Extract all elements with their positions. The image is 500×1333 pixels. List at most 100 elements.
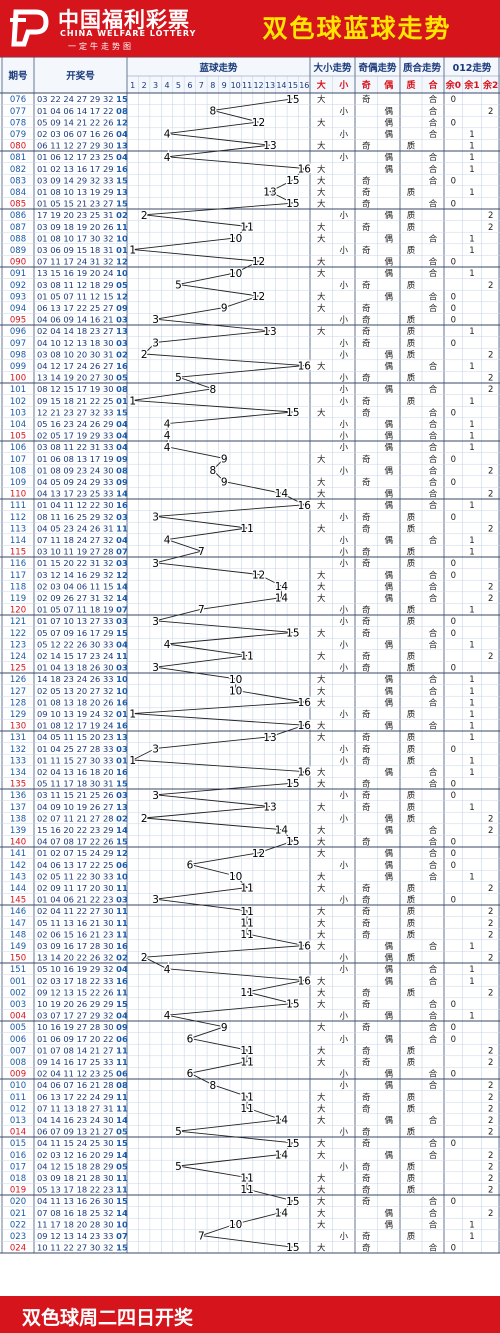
prime-mark: 合 xyxy=(429,593,438,604)
draw-numbers-cell: 03 12 14 16 29 32 12 xyxy=(37,570,128,580)
parity-mark: 奇 xyxy=(362,802,371,813)
blue-ball-marker: 15 xyxy=(286,778,299,790)
mod3-mark: 0 xyxy=(451,1023,456,1033)
size-mark: 小 xyxy=(339,315,348,326)
draw-numbers-cell: 02 04 11 12 23 25 06 xyxy=(37,1069,128,1079)
blue-ball-marker: 15 xyxy=(286,627,299,639)
blue-ball: 14 xyxy=(116,581,128,591)
draw-numbers-cell: 02 05 13 20 27 32 10 xyxy=(37,686,128,696)
size-mark: 大 xyxy=(317,593,326,604)
blue-ball: 04 xyxy=(116,419,128,429)
blue-ball-marker: 10 xyxy=(229,268,242,280)
red-balls: 01 04 13 18 26 30 xyxy=(37,663,116,673)
draw-numbers-cell: 02 03 12 16 20 29 14 xyxy=(37,1150,128,1160)
period-cell: 124 xyxy=(10,652,26,662)
mod3-mark: 2 xyxy=(488,1186,493,1196)
prime-mark: 合 xyxy=(429,164,438,175)
draw-numbers-cell: 04 06 09 14 16 21 03 xyxy=(37,315,128,325)
parity-mark: 偶 xyxy=(384,953,393,964)
parity-mark: 偶 xyxy=(384,419,393,430)
blue-ball: 11 xyxy=(116,1173,128,1183)
parity-mark: 偶 xyxy=(384,489,393,500)
blue-ball-marker: 11 xyxy=(240,1173,253,1185)
parity-mark: 奇 xyxy=(362,477,371,488)
period-cell: 004 xyxy=(10,1012,26,1022)
mod3-mark: 1 xyxy=(469,872,474,882)
mod3-mark: 0 xyxy=(451,292,456,302)
red-balls: 04 13 17 23 25 33 xyxy=(37,489,116,499)
red-balls: 06 11 12 27 29 30 xyxy=(37,141,116,151)
red-balls: 12 21 23 27 32 33 xyxy=(37,407,116,417)
draw-numbers-cell: 03 09 16 17 28 30 16 xyxy=(37,941,128,951)
parity-mark: 奇 xyxy=(362,141,371,152)
mod3-mark: 2 xyxy=(488,1151,493,1161)
size-mark: 大 xyxy=(317,1103,326,1114)
blue-ball: 11 xyxy=(116,1103,128,1113)
draw-numbers-cell: 05 12 22 26 30 33 04 xyxy=(37,639,128,649)
prime-mark: 质 xyxy=(407,315,416,326)
period-cell: 126 xyxy=(10,675,26,685)
prime-mark: 质 xyxy=(407,1173,416,1184)
period-cell: 090 xyxy=(10,258,26,268)
size-mark: 大 xyxy=(317,222,326,233)
red-balls: 02 04 14 18 23 27 xyxy=(37,326,116,336)
size-mark: 大 xyxy=(317,1115,326,1126)
red-balls: 03 08 11 12 18 29 xyxy=(37,280,116,290)
parity-mark: 偶 xyxy=(384,1011,393,1022)
blue-ball-marker: 6 xyxy=(187,859,194,871)
red-balls: 01 08 13 18 20 26 xyxy=(37,697,116,707)
prime-mark: 质 xyxy=(407,813,416,824)
mod3-mark: 1 xyxy=(469,803,474,813)
size-mark: 大 xyxy=(317,141,326,152)
blue-ball-marker: 14 xyxy=(275,1207,289,1219)
blue-ball: 13 xyxy=(116,141,128,151)
mod3-subheader: 余1 xyxy=(463,79,479,91)
blue-ball-marker: 16 xyxy=(298,941,312,953)
mod3-mark: 0 xyxy=(451,339,456,349)
draw-numbers-cell: 01 15 20 22 31 32 03 xyxy=(37,558,128,568)
header-band xyxy=(0,57,500,93)
prime-mark: 合 xyxy=(429,1150,438,1161)
prime-mark: 质 xyxy=(407,210,416,221)
blue-ball: 03 xyxy=(116,315,128,325)
prime-mark: 合 xyxy=(429,1208,438,1219)
parity-mark: 偶 xyxy=(384,361,393,372)
draw-numbers-cell: 03 09 18 21 28 30 11 xyxy=(37,1173,128,1183)
blue-ball: 13 xyxy=(116,326,128,336)
prime-mark: 质 xyxy=(407,558,416,569)
mod3-mark: 1 xyxy=(469,501,474,511)
red-balls: 10 16 19 27 28 30 xyxy=(37,1022,116,1032)
blue-ball-marker: 16 xyxy=(298,975,312,987)
draw-numbers-cell: 08 12 15 17 19 30 08 xyxy=(37,384,128,394)
blue-ball: 03 xyxy=(116,616,128,626)
blue-ball-marker: 15 xyxy=(286,836,299,848)
blue-ball-marker: 16 xyxy=(298,500,312,512)
blue-ball-marker: 4 xyxy=(164,442,171,454)
parity-mark: 偶 xyxy=(384,976,393,987)
red-balls: 05 13 17 18 22 23 xyxy=(37,1185,116,1195)
prime-mark: 合 xyxy=(429,825,438,836)
prime-mark: 合 xyxy=(429,964,438,975)
draw-numbers-cell: 01 08 09 23 24 30 08 xyxy=(37,465,128,475)
blue-ball-marker: 15 xyxy=(286,1138,299,1150)
prime-mark: 合 xyxy=(429,697,438,708)
blue-ball: 11 xyxy=(116,651,128,661)
draw-numbers-cell: 07 08 16 18 25 32 14 xyxy=(37,1208,128,1218)
blue-ball: 01 xyxy=(116,755,128,765)
size-mark: 小 xyxy=(339,431,348,442)
blue-ball: 10 xyxy=(116,674,128,684)
prime-mark: 质 xyxy=(407,755,416,766)
size-mark: 小 xyxy=(339,338,348,349)
prime-mark: 合 xyxy=(429,999,438,1010)
prime-mark: 合 xyxy=(429,1243,438,1254)
mod3-mark: 0 xyxy=(451,664,456,674)
red-balls: 02 04 11 22 27 30 xyxy=(37,906,116,916)
red-balls: 09 10 13 19 24 32 xyxy=(37,709,116,719)
draw-numbers-cell: 05 09 14 21 22 26 12 xyxy=(37,117,128,127)
parity-mark: 奇 xyxy=(362,512,371,523)
blue-ball: 07 xyxy=(116,1231,128,1241)
parity-mark: 奇 xyxy=(362,1022,371,1033)
size-mark: 小 xyxy=(339,1069,348,1080)
parity-mark: 偶 xyxy=(384,871,393,882)
size-mark: 大 xyxy=(317,175,326,186)
